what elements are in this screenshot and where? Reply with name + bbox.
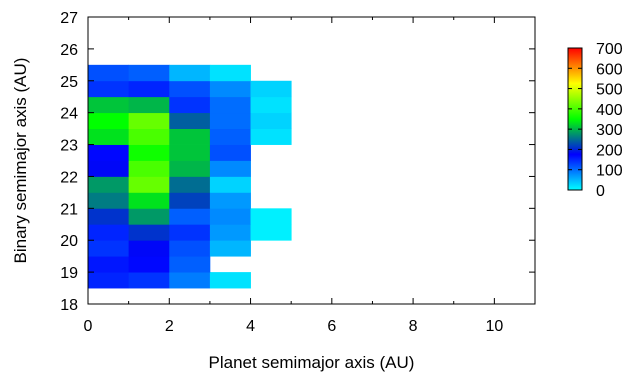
heatmap-cell bbox=[209, 192, 251, 209]
heatmap-cell bbox=[169, 208, 211, 225]
y-tick-label: 20 bbox=[60, 233, 78, 250]
y-tick-label: 23 bbox=[60, 138, 78, 155]
heatmap-cell bbox=[88, 96, 130, 114]
heatmap-cell bbox=[209, 112, 251, 130]
heatmap-cell bbox=[128, 80, 170, 98]
x-tick-label: 10 bbox=[485, 318, 503, 335]
heatmap-cell bbox=[209, 144, 251, 161]
heatmap-cell bbox=[88, 240, 130, 257]
heatmap-cell bbox=[169, 240, 211, 257]
heatmap-cell bbox=[169, 192, 211, 209]
heatmap-cell bbox=[209, 80, 251, 98]
colorbar-tick-labels: 0 100 200 300 400 500 600 700 bbox=[596, 41, 623, 200]
plot-frame bbox=[87, 16, 536, 305]
heatmap-cell bbox=[209, 160, 251, 177]
heatmap-cell bbox=[209, 208, 251, 225]
colorbar-gradient bbox=[567, 47, 583, 191]
heatmap-cell bbox=[250, 112, 292, 130]
heatmap-cell bbox=[169, 176, 211, 193]
y-tick-label: 18 bbox=[60, 297, 78, 314]
y-tick-label: 27 bbox=[60, 10, 78, 27]
heatmap-cell bbox=[169, 224, 211, 241]
y-tick-labels: 18 19 20 21 22 23 24 25 26 27 bbox=[60, 10, 78, 314]
x-tick-label: 4 bbox=[246, 318, 255, 335]
heatmap-cell bbox=[250, 80, 292, 98]
heatmap-cell bbox=[250, 128, 292, 145]
heatmap-cell bbox=[128, 240, 170, 257]
heatmap-cell bbox=[209, 176, 251, 193]
x-axis-title: Planet semimajor axis (AU) bbox=[209, 353, 415, 372]
heatmap-cell bbox=[128, 64, 170, 82]
colorbar: 0 100 200 300 400 500 600 700 bbox=[567, 41, 623, 200]
heatmap-cell bbox=[250, 96, 292, 114]
y-tick-label: 19 bbox=[60, 265, 78, 282]
heatmap-cell bbox=[88, 80, 130, 98]
heatmap-cell bbox=[88, 160, 130, 177]
heatmap-cell bbox=[88, 208, 130, 225]
heatmap-cell bbox=[209, 240, 251, 257]
colorbar-tick-label: 500 bbox=[596, 82, 623, 99]
heatmap-cell bbox=[169, 128, 211, 145]
heatmap-cell bbox=[128, 128, 170, 145]
heatmap-cell bbox=[88, 224, 130, 241]
colorbar-tick-label: 0 bbox=[596, 183, 605, 200]
colorbar-tick-label: 300 bbox=[596, 122, 623, 139]
colorbar-ticks bbox=[568, 47, 582, 191]
heatmap-cell bbox=[169, 144, 211, 161]
heatmap-cell bbox=[128, 144, 170, 161]
heatmap-cell bbox=[88, 176, 130, 193]
heatmap-cell bbox=[88, 144, 130, 161]
y-tick-label: 24 bbox=[60, 106, 78, 123]
colorbar-tick-label: 200 bbox=[596, 142, 623, 159]
heatmap-cell bbox=[88, 272, 130, 289]
heatmap-cell bbox=[88, 128, 130, 145]
heatmap-cell bbox=[169, 64, 211, 82]
heatmap-cell bbox=[209, 128, 251, 145]
heatmap-cells bbox=[88, 64, 292, 289]
heatmap-cell bbox=[88, 192, 130, 209]
heatmap-cell bbox=[209, 64, 251, 82]
colorbar-tick-label: 400 bbox=[596, 102, 623, 119]
heatmap-cell bbox=[250, 208, 292, 225]
heatmap-cell bbox=[128, 208, 170, 225]
colorbar-tick-label: 600 bbox=[596, 61, 623, 78]
heatmap-cell bbox=[128, 256, 170, 273]
y-tick-label: 25 bbox=[60, 74, 78, 91]
axis-ticks bbox=[87, 16, 536, 305]
heatmap-cell bbox=[250, 224, 292, 241]
y-tick-label: 21 bbox=[60, 201, 78, 218]
x-tick-label: 6 bbox=[327, 318, 336, 335]
heatmap-cell bbox=[209, 224, 251, 241]
x-tick-labels: 0 2 4 6 8 10 bbox=[84, 318, 504, 335]
y-tick-label: 26 bbox=[60, 42, 78, 59]
heatmap-cell bbox=[128, 192, 170, 209]
heatmap-cell bbox=[88, 256, 130, 273]
colorbar-tick-label: 100 bbox=[596, 163, 623, 180]
y-tick-label: 22 bbox=[60, 169, 78, 186]
heatmap-cell bbox=[169, 272, 211, 289]
heatmap-cell bbox=[169, 96, 211, 114]
heatmap-cell bbox=[128, 112, 170, 130]
heatmap-cell bbox=[128, 96, 170, 114]
heatmap-cell bbox=[169, 80, 211, 98]
heatmap-cell bbox=[169, 256, 211, 273]
heatmap-cell bbox=[169, 112, 211, 130]
heatmap-cell bbox=[128, 224, 170, 241]
x-tick-label: 2 bbox=[165, 318, 174, 335]
heatmap-cell bbox=[209, 272, 251, 289]
y-axis-title: Binary semimajor axis (AU) bbox=[11, 58, 30, 264]
heatmap-cell bbox=[128, 160, 170, 177]
heatmap-cell bbox=[128, 176, 170, 193]
colorbar-tick-label: 700 bbox=[596, 41, 623, 58]
heatmap-cell bbox=[88, 112, 130, 130]
heatmap-cell bbox=[128, 272, 170, 289]
heatmap-cell bbox=[169, 160, 211, 177]
heatmap-cell bbox=[88, 64, 130, 82]
x-tick-label: 8 bbox=[409, 318, 418, 335]
x-tick-label: 0 bbox=[84, 318, 93, 335]
heatmap-cell bbox=[209, 96, 251, 114]
